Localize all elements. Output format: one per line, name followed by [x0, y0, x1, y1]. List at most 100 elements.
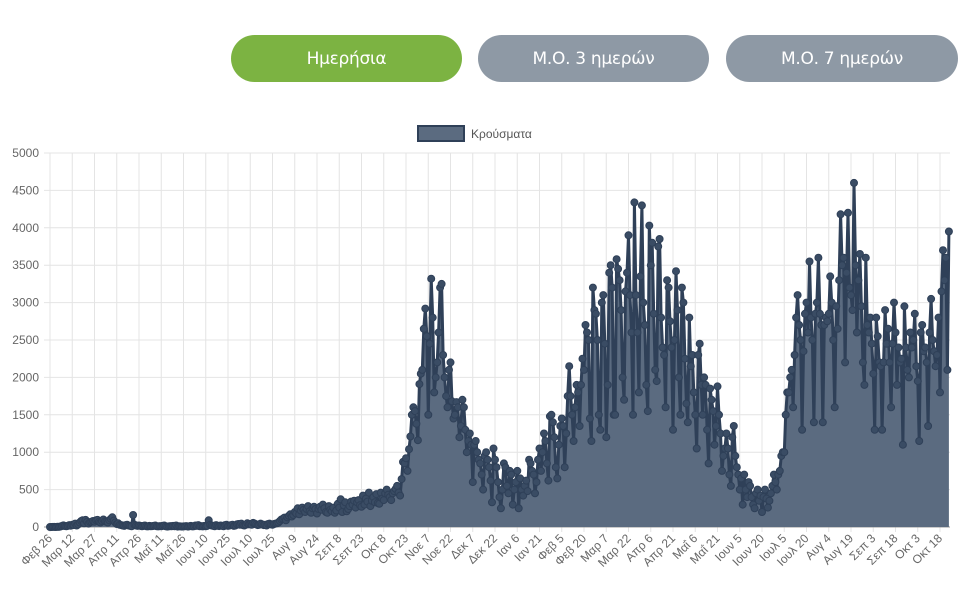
data-point[interactable] — [425, 339, 434, 348]
data-point[interactable] — [600, 339, 609, 348]
data-point[interactable] — [838, 261, 847, 270]
data-point[interactable] — [636, 272, 645, 281]
avg-3-days-button[interactable]: Μ.Ο. 3 ημερών — [478, 35, 709, 82]
data-point[interactable] — [648, 238, 657, 247]
data-point[interactable] — [887, 403, 896, 412]
data-point[interactable] — [854, 276, 863, 285]
data-point[interactable] — [597, 298, 606, 307]
data-point[interactable] — [799, 347, 808, 356]
data-point[interactable] — [510, 485, 519, 494]
data-point[interactable] — [738, 500, 747, 509]
data-point[interactable] — [640, 321, 649, 329]
data-point[interactable] — [580, 365, 588, 374]
data-point[interactable] — [719, 451, 728, 460]
data-point[interactable] — [415, 380, 424, 389]
data-point[interactable] — [673, 306, 682, 315]
data-point[interactable] — [698, 410, 707, 419]
data-point[interactable] — [832, 302, 841, 311]
data-point[interactable] — [847, 291, 855, 300]
data-point[interactable] — [790, 351, 799, 359]
data-point[interactable] — [885, 358, 894, 367]
data-point[interactable] — [683, 418, 692, 427]
data-point[interactable] — [442, 392, 451, 401]
data-point[interactable] — [909, 336, 918, 344]
data-point[interactable] — [855, 250, 864, 258]
data-point[interactable] — [722, 429, 731, 438]
data-point[interactable] — [864, 328, 873, 337]
data-point[interactable] — [550, 433, 559, 442]
data-point[interactable] — [775, 466, 784, 475]
data-point[interactable] — [548, 418, 557, 427]
data-point[interactable] — [729, 422, 738, 430]
data-point[interactable] — [634, 388, 643, 397]
data-point[interactable] — [891, 328, 900, 337]
data-point[interactable] — [833, 324, 842, 333]
data-point[interactable] — [818, 418, 827, 427]
data-point[interactable] — [508, 500, 517, 509]
data-point[interactable] — [786, 373, 795, 382]
data-point[interactable] — [651, 365, 660, 374]
data-point[interactable] — [529, 470, 538, 479]
data-point[interactable] — [566, 392, 575, 401]
data-point[interactable] — [531, 489, 539, 498]
data-point[interactable] — [826, 272, 835, 281]
data-point[interactable] — [906, 328, 915, 337]
data-point[interactable] — [393, 481, 402, 490]
data-point[interactable] — [507, 470, 516, 479]
data-point[interactable] — [841, 358, 850, 367]
data-point[interactable] — [680, 354, 689, 363]
data-point[interactable] — [844, 208, 852, 217]
data-point[interactable] — [860, 380, 869, 389]
data-point[interactable] — [538, 448, 547, 457]
data-point[interactable] — [569, 437, 578, 445]
data-point[interactable] — [812, 298, 821, 307]
data-point[interactable] — [418, 365, 427, 374]
data-point[interactable] — [445, 365, 453, 374]
data-point[interactable] — [620, 395, 629, 404]
data-point[interactable] — [568, 410, 577, 419]
data-point[interactable] — [599, 291, 608, 300]
data-point[interactable] — [602, 433, 611, 442]
data-point[interactable] — [476, 459, 485, 468]
data-point[interactable] — [804, 328, 812, 337]
data-point[interactable] — [898, 440, 907, 449]
data-point[interactable] — [645, 221, 654, 230]
data-point[interactable] — [704, 459, 713, 468]
data-point[interactable] — [780, 448, 789, 457]
data-point[interactable] — [872, 313, 881, 322]
data-point[interactable] — [629, 410, 637, 419]
data-point[interactable] — [585, 414, 594, 423]
data-point[interactable] — [434, 328, 443, 337]
data-point[interactable] — [927, 294, 936, 303]
data-point[interactable] — [941, 253, 950, 262]
data-point[interactable] — [642, 380, 651, 389]
data-point[interactable] — [944, 227, 953, 236]
data-point[interactable] — [661, 403, 670, 412]
data-point[interactable] — [784, 388, 793, 397]
data-point[interactable] — [623, 268, 631, 277]
data-point[interactable] — [455, 433, 464, 442]
data-point[interactable] — [591, 309, 600, 318]
data-point[interactable] — [410, 407, 419, 416]
data-point[interactable] — [462, 448, 471, 457]
data-point[interactable] — [870, 425, 879, 434]
data-point[interactable] — [793, 291, 802, 300]
data-point[interactable] — [915, 437, 924, 445]
data-point[interactable] — [709, 407, 718, 416]
data-point[interactable] — [850, 178, 858, 187]
data-point[interactable] — [541, 437, 550, 445]
data-point[interactable] — [630, 198, 639, 207]
data-point[interactable] — [430, 388, 439, 397]
data-point[interactable] — [910, 309, 919, 318]
data-point[interactable] — [936, 388, 944, 397]
data-point[interactable] — [612, 255, 621, 264]
data-point[interactable] — [939, 246, 947, 255]
data-point[interactable] — [129, 511, 138, 519]
data-point[interactable] — [584, 336, 593, 344]
data-point[interactable] — [715, 410, 723, 419]
data-point[interactable] — [606, 261, 615, 270]
data-point[interactable] — [488, 498, 496, 507]
data-point[interactable] — [848, 306, 857, 315]
data-point[interactable] — [583, 328, 591, 337]
data-point[interactable] — [925, 328, 934, 337]
